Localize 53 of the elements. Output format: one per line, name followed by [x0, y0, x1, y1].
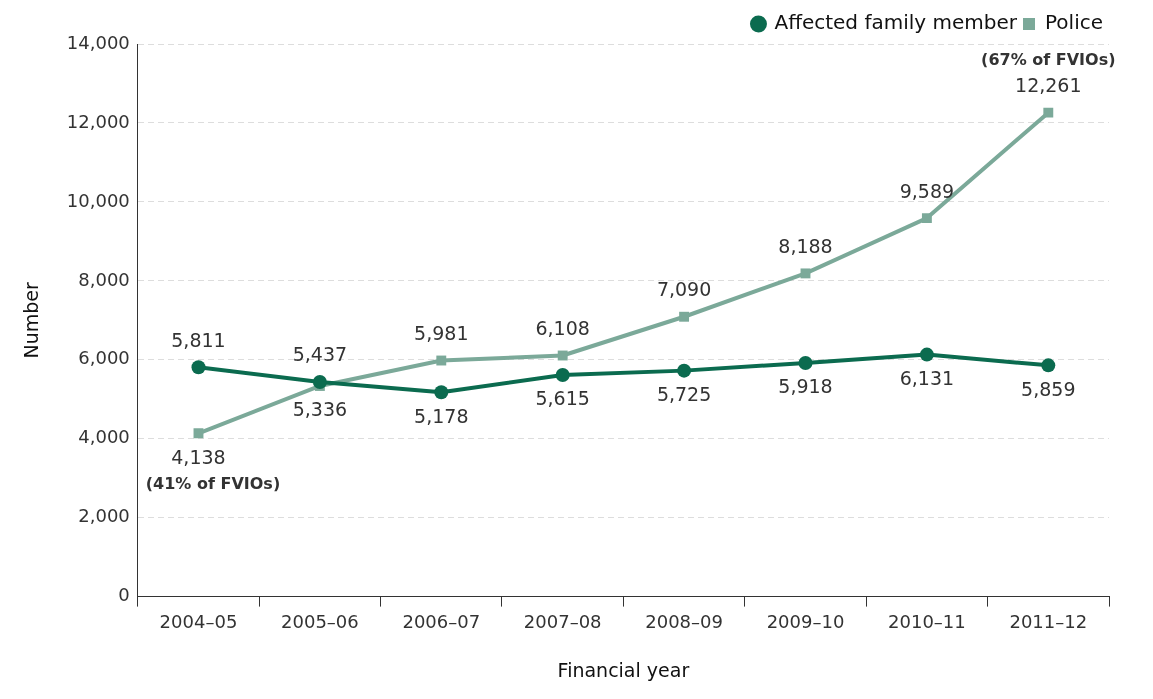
y-tick-label: 12,000	[66, 110, 130, 132]
x-tick-label: 2006–07	[402, 611, 481, 633]
x-tick-label: 2007–08	[523, 611, 602, 633]
y-tick-label: 14,000	[66, 31, 130, 53]
x-tick-label: 2004–05	[159, 611, 238, 633]
data-label: 5,725	[656, 383, 712, 406]
point	[1043, 107, 1054, 118]
y-tick-label: 4,000	[78, 426, 130, 448]
point	[555, 367, 570, 382]
point	[191, 360, 206, 375]
point	[919, 347, 934, 362]
annotation: (67% of FVIOs)	[981, 49, 1116, 69]
y-tick-label: 6,000	[78, 347, 130, 369]
x-tick-label: 2010–11	[888, 611, 966, 633]
x-axis-title: Financial year	[557, 658, 690, 681]
x-tick-label: 2005–06	[281, 611, 359, 633]
y-tick-label: 10,000	[66, 189, 130, 211]
point	[436, 355, 447, 366]
data-label: 4,138	[171, 445, 226, 468]
legend-label: Affected family member	[774, 10, 1018, 35]
point	[434, 385, 449, 400]
data-label: 9,589	[899, 179, 955, 202]
point	[557, 350, 568, 361]
annotation: (41% of FVIOs)	[145, 474, 281, 494]
data-label: 5,178	[414, 404, 469, 427]
data-label: 5,615	[535, 387, 590, 410]
point	[312, 374, 327, 389]
data-label: 5,918	[778, 375, 833, 398]
point	[800, 268, 811, 279]
legend-label: Police	[1045, 10, 1103, 35]
point	[679, 311, 690, 322]
x-tick-label: 2011–12	[1009, 611, 1088, 633]
point	[1041, 358, 1056, 373]
data-label: 7,090	[656, 278, 712, 301]
data-label: 6,131	[899, 367, 955, 390]
y-tick-label: 2,000	[78, 505, 130, 527]
data-label: 5,859	[1021, 377, 1076, 400]
data-label: 5,437	[292, 343, 348, 366]
x-tick-label: 2008–09	[645, 611, 723, 633]
data-label: 6,108	[535, 316, 590, 339]
x-tick-label: 2009–10	[766, 611, 845, 633]
data-label: 8,188	[778, 234, 833, 257]
point	[193, 428, 204, 439]
point	[677, 363, 692, 378]
data-label: 12,261	[1015, 74, 1082, 97]
data-label: 5,981	[414, 321, 469, 344]
y-axis-title: Number	[20, 281, 43, 359]
data-label: 5,336	[292, 398, 348, 421]
y-tick-label: 8,000	[78, 268, 130, 290]
point	[798, 356, 813, 371]
y-tick-label: 0	[118, 584, 130, 606]
point	[921, 213, 932, 224]
data-label: 5,811	[171, 328, 226, 351]
